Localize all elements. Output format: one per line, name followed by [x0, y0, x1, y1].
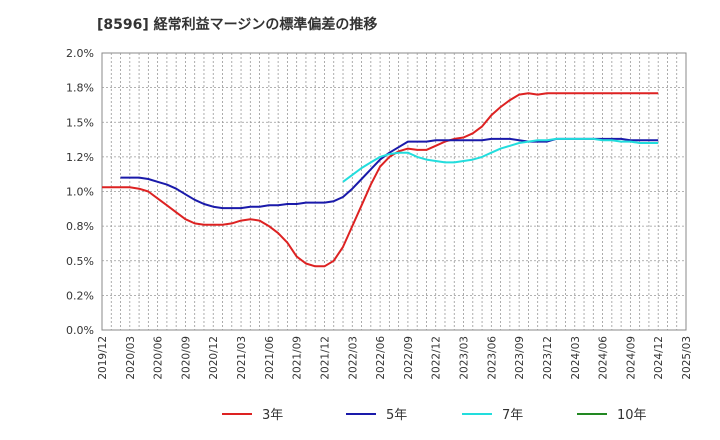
y-tick-label: 1.8%: [66, 82, 94, 95]
x-tick-label: 2021/09: [292, 336, 304, 380]
x-tick-label: 2023/12: [542, 336, 554, 380]
legend-label: 3年: [262, 408, 283, 423]
x-tick-label: 2025/03: [681, 336, 693, 380]
x-tick-label: 2022/09: [403, 336, 415, 380]
legend-label: 10年: [617, 408, 647, 423]
y-axis: 0.0% 0.2% 0.5% 0.8% 1.0% 1.2% 1.5% 1.8% 2.0%: [66, 47, 94, 337]
x-tick-label: 2020/12: [208, 336, 220, 380]
y-tick-label: 1.2%: [66, 151, 94, 164]
y-tick-label: 0.8%: [66, 220, 94, 233]
legend: 3年 5年 7年 10年: [222, 408, 647, 423]
x-tick-label: 2020/09: [180, 336, 192, 380]
x-tick-label: 2020/03: [125, 336, 137, 380]
legend-label: 5年: [386, 408, 407, 423]
series-line-3年: [102, 92, 659, 268]
x-tick-label: 2024/06: [598, 336, 610, 380]
x-tick-label: 2019/12: [97, 336, 109, 380]
series-line-7年: [342, 137, 659, 183]
legend-label: 7年: [502, 408, 523, 423]
x-tick-label: 2022/03: [347, 336, 359, 380]
y-tick-label: 2.0%: [66, 47, 94, 60]
x-tick-label: 2020/06: [153, 336, 165, 380]
x-tick-label: 2022/12: [431, 336, 443, 380]
x-tick-label: 2021/03: [236, 336, 248, 380]
y-tick-label: 0.5%: [66, 255, 94, 268]
x-tick-label: 2021/06: [264, 336, 276, 380]
x-axis: 2019/12 2020/03 2020/06 2020/09 2020/12 2021/…: [97, 336, 693, 380]
x-tick-label: 2024/09: [625, 336, 637, 380]
x-tick-label: 2023/03: [459, 336, 471, 380]
x-tick-label: 2022/06: [375, 336, 387, 380]
x-tick-label: 2024/03: [570, 336, 582, 380]
x-tick-label: 2021/12: [319, 336, 331, 380]
chart-title: [8596] 経常利益マージンの標準偏差の推移: [97, 17, 378, 33]
y-tick-label: 1.0%: [66, 186, 94, 199]
y-tick-label: 0.0%: [66, 324, 94, 337]
x-tick-label: 2024/12: [653, 336, 665, 380]
x-tick-label: 2023/06: [486, 336, 498, 380]
y-tick-label: 0.2%: [66, 289, 94, 302]
x-tick-label: 2023/09: [514, 336, 526, 380]
y-tick-label: 1.5%: [66, 116, 94, 129]
series-lines: [102, 92, 659, 268]
grid: [102, 53, 686, 330]
